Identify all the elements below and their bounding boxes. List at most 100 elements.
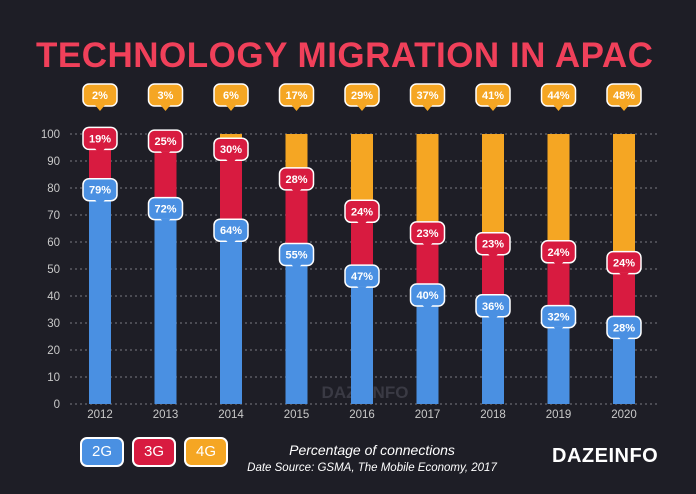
bar-4g-2016 (351, 134, 373, 213)
label-text: 24% (613, 258, 635, 270)
bar-2g-2014 (220, 231, 242, 404)
label-text: 55% (285, 250, 307, 262)
label-text: 79% (89, 185, 111, 197)
bar-4g-2020 (613, 134, 635, 264)
y-tick-label: 80 (47, 183, 60, 195)
x-tick-label: 2014 (218, 409, 244, 421)
y-tick-label: 90 (47, 156, 60, 168)
y-tick-label: 100 (41, 129, 60, 141)
label-pointer (619, 337, 629, 344)
label-pointer (488, 315, 498, 322)
label-pointer (488, 105, 498, 111)
bar-2g-2019 (547, 317, 570, 404)
label-pointer (226, 105, 236, 111)
label-pointer (291, 105, 302, 111)
x-tick-label: 2016 (349, 409, 375, 421)
data-label-2g: 47% (344, 264, 380, 293)
data-label-4g: 6% (213, 83, 249, 111)
data-label-2g: 55% (278, 242, 315, 271)
label-pointer (160, 151, 171, 158)
x-tick-label: 2018 (480, 409, 506, 421)
label-text: 23% (482, 239, 504, 251)
data-label-4g: 44% (540, 83, 577, 111)
y-tick-label: 20 (47, 345, 60, 357)
label-text: 30% (220, 144, 242, 156)
label-pointer (291, 188, 302, 195)
y-tick-label: 50 (47, 264, 60, 276)
legend-3g: 3G (132, 437, 176, 467)
label-text: 48% (613, 90, 635, 102)
label-text: 36% (482, 301, 504, 313)
bar-2g-2018 (482, 306, 504, 404)
label-pointer (422, 242, 433, 249)
bar-2g-2020 (613, 328, 635, 404)
data-label-4g: 29% (344, 83, 380, 111)
bar-3g-2016 (351, 212, 373, 278)
label-text: 17% (285, 90, 307, 102)
data-label-2g: 72% (147, 196, 184, 225)
label-text: 25% (154, 136, 176, 148)
data-label-4g: 3% (147, 83, 184, 111)
data-label-2g: 79% (82, 177, 118, 206)
bar-3g-2018 (482, 244, 504, 307)
label-pointer (553, 326, 564, 333)
label-pointer (553, 261, 564, 268)
label-pointer (95, 105, 105, 111)
y-tick-label: 60 (47, 237, 60, 249)
bar-4g-2019 (547, 134, 570, 253)
data-label-4g: 48% (606, 83, 642, 111)
bar-3g-2013 (154, 142, 177, 210)
x-tick-label: 2012 (87, 409, 113, 421)
label-text: 47% (351, 271, 373, 283)
data-source: Date Source: GSMA, The Mobile Economy, 2… (247, 462, 497, 474)
label-pointer (357, 286, 367, 293)
y-tick-label: 10 (47, 372, 60, 384)
x-tick-label: 2017 (415, 409, 441, 421)
label-text: 23% (416, 228, 438, 240)
data-label-2g: 64% (213, 218, 249, 247)
label-text: 32% (547, 312, 569, 324)
label-text: 2% (92, 90, 108, 102)
data-label-2g: 36% (475, 294, 511, 322)
data-label-2g: 40% (409, 283, 446, 311)
data-label-3g: 23% (475, 231, 511, 260)
bar-3g-2014 (220, 150, 242, 232)
data-label-4g: 17% (278, 83, 315, 111)
y-tick-label: 40 (47, 291, 60, 303)
x-tick-label: 2015 (284, 409, 310, 421)
y-tick-label: 0 (54, 399, 60, 411)
label-text: 64% (220, 225, 242, 237)
label-text: 40% (416, 290, 438, 302)
label-pointer (160, 218, 171, 225)
data-label-4g: 37% (409, 83, 446, 111)
label-text: 24% (351, 206, 373, 218)
data-label-3g: 19% (82, 126, 118, 155)
label-pointer (226, 159, 236, 166)
chart-subtitle: Percentage of connections (289, 442, 455, 458)
legend-4g: 4G (184, 437, 228, 467)
label-pointer (422, 105, 433, 111)
label-text: 3% (158, 90, 174, 102)
data-label-3g: 24% (344, 199, 380, 228)
data-label-3g: 28% (278, 167, 315, 195)
data-label-4g: 2% (82, 83, 118, 111)
label-pointer (553, 105, 564, 111)
data-label-4g: 41% (475, 83, 511, 111)
stacked-bar-chart: DAZEINFO0102030405060708090100201279%19%… (41, 83, 660, 421)
bar-4g-2017 (416, 134, 439, 234)
bar-3g-2012 (89, 139, 111, 191)
label-text: 24% (547, 247, 569, 259)
label-pointer (95, 148, 105, 155)
bar-3g-2017 (416, 233, 439, 296)
data-label-3g: 24% (540, 240, 577, 268)
label-text: 19% (89, 133, 111, 145)
label-text: 41% (482, 90, 504, 102)
y-tick-label: 70 (47, 210, 60, 222)
chart-title: TECHNOLOGY MIGRATION IN APAC (36, 36, 654, 75)
bar-3g-2015 (285, 179, 308, 256)
bar-2g-2013 (154, 209, 177, 404)
data-label-3g: 30% (213, 137, 249, 166)
data-label-2g: 28% (606, 315, 642, 344)
label-pointer (619, 105, 629, 111)
label-pointer (488, 253, 498, 260)
